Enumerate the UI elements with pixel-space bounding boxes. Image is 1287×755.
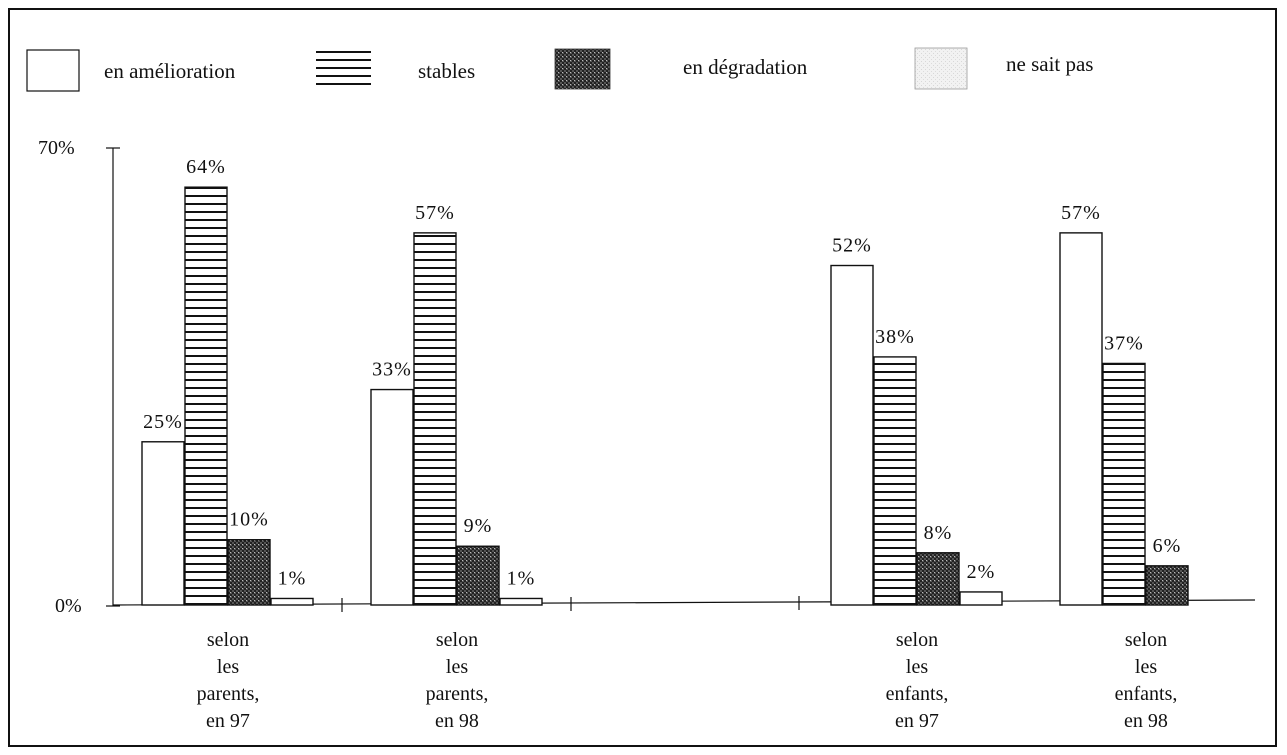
bar-amelioration-2: [370, 388, 414, 606]
bar-degradation-4: [1145, 565, 1189, 606]
bar-amelioration-1: [141, 441, 185, 606]
y-tick-label-bottom: 0%: [55, 595, 82, 617]
legend-label-amelioration: en amélioration: [104, 59, 236, 83]
legend-swatch-stables: [316, 50, 371, 90]
bar-degradation-2: [456, 545, 500, 606]
bar-stables-4: [1102, 362, 1146, 606]
bar-amelioration-4: [1059, 232, 1103, 606]
data-label-degradation-3: 8%: [924, 522, 953, 544]
category-label-2: selon les parents, en 98: [426, 629, 489, 732]
legend: en amélioration stables en dégradation n…: [26, 47, 1093, 92]
legend-label-stables: stables: [418, 59, 475, 83]
bar-stables-1: [184, 186, 228, 606]
data-label-ne-sait-pas-2: 1%: [507, 567, 536, 589]
legend-swatch-degradation: [554, 48, 611, 90]
bar-ne-sait-pas-2: [499, 597, 543, 606]
legend-swatch-amelioration: [26, 49, 80, 92]
bar-degradation-1: [227, 539, 271, 606]
data-label-stables-1: 64%: [186, 156, 226, 178]
legend-label-ne-sait-pas: ne sait pas: [1006, 52, 1093, 76]
category-label-4: selon les enfants, en 98: [1115, 629, 1178, 732]
bar-stables-3: [873, 356, 917, 606]
data-label-ne-sait-pas-3: 2%: [967, 561, 996, 583]
data-label-degradation-4: 6%: [1153, 535, 1182, 557]
data-label-amelioration-3: 52%: [832, 235, 872, 257]
legend-swatch-ne-sait-pas: [914, 47, 968, 90]
y-tick-label-top: 70%: [38, 137, 75, 159]
category-labels: selon les parents, en 97 selon les parents, en …: [197, 629, 1178, 732]
bars: [141, 186, 1189, 606]
legend-label-degradation: en dégradation: [683, 55, 808, 79]
bar-amelioration-3: [830, 264, 874, 606]
bar-labels: 25% 64% 10% 1% 33% 57% 9% 1% 52% 38% 8% 2% 57% 37% 6%: [143, 156, 1182, 589]
category-label-1: selon les parents, en 97: [197, 629, 260, 732]
data-label-stables-4: 37%: [1104, 332, 1144, 354]
data-label-amelioration-4: 57%: [1061, 202, 1101, 224]
bar-ne-sait-pas-3: [959, 591, 1003, 606]
data-label-degradation-1: 10%: [229, 509, 269, 531]
bar-stables-2: [413, 232, 457, 606]
data-label-stables-2: 57%: [415, 202, 455, 224]
bar-ne-sait-pas-1: [270, 597, 314, 606]
data-label-degradation-2: 9%: [464, 515, 493, 537]
data-label-stables-3: 38%: [875, 326, 915, 348]
bar-degradation-3: [916, 552, 960, 606]
data-label-amelioration-1: 25%: [143, 411, 183, 433]
data-label-ne-sait-pas-1: 1%: [278, 567, 307, 589]
data-label-amelioration-2: 33%: [372, 359, 412, 381]
category-label-3: selon les enfants, en 97: [886, 629, 949, 732]
